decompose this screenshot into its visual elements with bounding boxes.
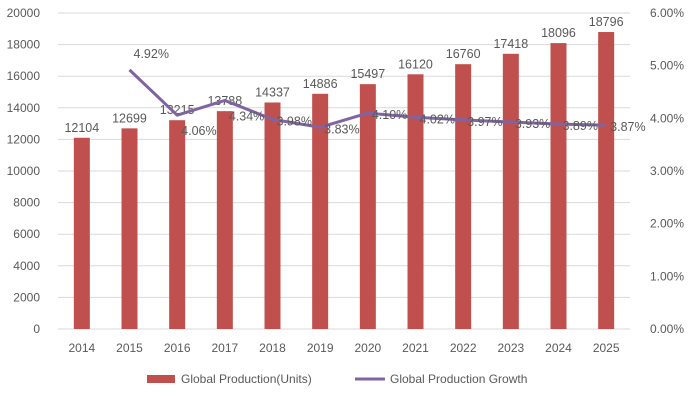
y2-tick-label: 5.00% <box>650 59 684 73</box>
bar <box>216 111 233 329</box>
x-tick-label: 2022 <box>450 341 477 355</box>
legend-label: Global Production(Units) <box>181 372 312 386</box>
bar <box>550 43 567 330</box>
x-tick-label: 2025 <box>593 341 620 355</box>
bar-data-label: 17418 <box>493 37 528 51</box>
bar <box>169 120 186 329</box>
line-data-label: 4.92% <box>134 47 169 61</box>
bar <box>502 53 519 330</box>
y-tick-label: 6000 <box>13 227 40 241</box>
bar-data-label: 16760 <box>446 47 481 61</box>
y-tick-label: 2000 <box>13 290 40 304</box>
line-data-label: 3.89% <box>563 119 598 133</box>
bar <box>359 84 376 329</box>
line-data-label: 3.83% <box>324 122 359 136</box>
bar-data-label: 14886 <box>303 77 338 91</box>
bar-data-label: 12104 <box>64 121 99 135</box>
line-data-label: 3.98% <box>277 114 312 128</box>
bar <box>312 93 329 329</box>
bar-data-label: 15497 <box>350 67 385 81</box>
y2-tick-label: 6.00% <box>650 6 684 20</box>
bar <box>455 64 472 329</box>
bar-data-label: 18096 <box>541 26 576 40</box>
y-tick-label: 16000 <box>7 69 41 83</box>
x-tick-label: 2014 <box>68 341 95 355</box>
legend-label: Global Production Growth <box>390 372 527 386</box>
growth-line <box>128 68 607 129</box>
x-tick-label: 2020 <box>354 341 381 355</box>
line-data-label: 4.02% <box>420 112 455 126</box>
x-tick-label: 2015 <box>116 341 143 355</box>
line-data-label: 3.93% <box>515 117 550 131</box>
bar-data-label: 18796 <box>589 15 624 29</box>
y2-tick-label: 3.00% <box>650 164 684 178</box>
y-tick-label: 0 <box>33 322 40 336</box>
x-tick-label: 2023 <box>497 341 524 355</box>
y-tick-label: 8000 <box>13 196 40 210</box>
y2-tick-label: 1.00% <box>650 269 684 283</box>
y2-tick-label: 4.00% <box>650 111 684 125</box>
bar-data-label: 14337 <box>255 85 290 99</box>
y-tick-label: 10000 <box>7 164 41 178</box>
line-data-label: 3.87% <box>610 120 645 134</box>
bar-data-label: 16120 <box>398 57 433 71</box>
x-tick-label: 2019 <box>307 341 334 355</box>
bar <box>121 128 138 329</box>
y2-tick-label: 2.00% <box>650 217 684 231</box>
y-tick-label: 12000 <box>7 132 41 146</box>
y-tick-label: 18000 <box>7 38 41 52</box>
x-tick-label: 2024 <box>545 341 572 355</box>
x-tick-label: 2016 <box>164 341 191 355</box>
bar <box>264 102 281 329</box>
bar <box>598 32 615 330</box>
y-tick-label: 4000 <box>13 259 40 273</box>
bar <box>407 74 424 329</box>
x-tick-label: 2021 <box>402 341 429 355</box>
x-tick-label: 2018 <box>259 341 286 355</box>
y-tick-label: 20000 <box>7 6 41 20</box>
line-data-label: 4.10% <box>372 108 407 122</box>
line-data-label: 3.97% <box>467 115 502 129</box>
line-data-label: 4.06% <box>181 124 216 138</box>
bar <box>73 137 90 329</box>
line-data-label: 4.34% <box>229 109 264 123</box>
legend-bar-swatch <box>147 375 175 383</box>
bar-data-label: 12699 <box>112 111 147 125</box>
x-tick-label: 2017 <box>211 341 238 355</box>
y-tick-label: 14000 <box>7 101 41 115</box>
y2-tick-label: 0.00% <box>650 322 684 336</box>
